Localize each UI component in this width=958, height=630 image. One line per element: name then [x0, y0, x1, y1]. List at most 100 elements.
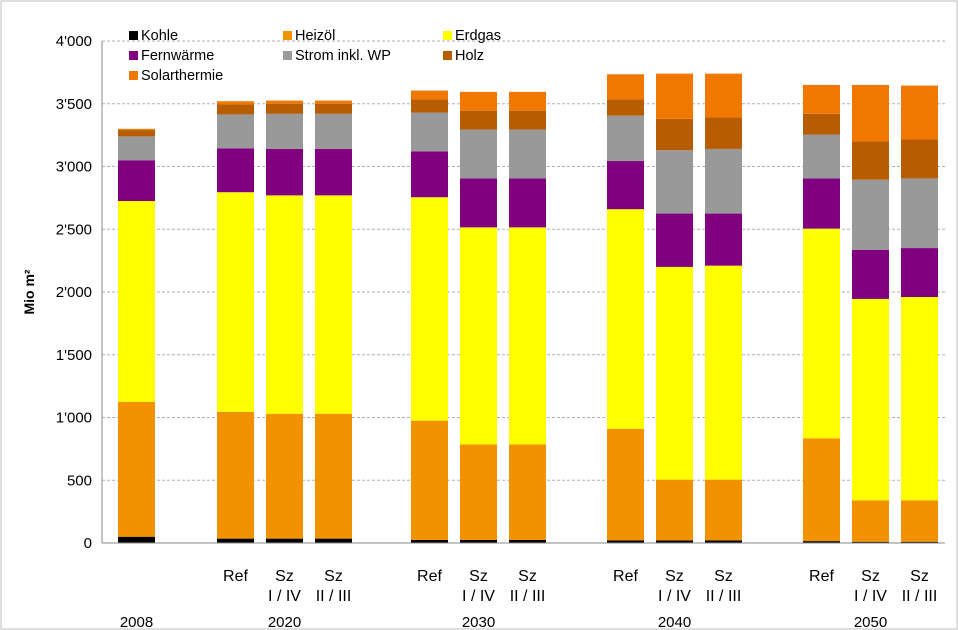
bar-segment-solarthermie-11 [852, 84, 889, 142]
bar-segment-erdgas-5 [460, 227, 497, 445]
bar-segment-holz-11 [852, 141, 889, 180]
bar-segment-heiz-l-9 [705, 479, 742, 541]
bar-segment-erdgas-2 [266, 195, 303, 414]
category-label-8-0: Sz [665, 568, 684, 585]
bar-segment-strom-inkl-wp-10 [803, 134, 840, 179]
bar-segment-fernw-rme-2 [266, 148, 303, 196]
y-tick-label-3: 1'500 [56, 347, 92, 364]
bar-segment-solarthermie-7 [607, 74, 644, 100]
bar-segment-erdgas-10 [803, 228, 840, 439]
bar-segment-kohle-9 [705, 540, 742, 543]
bar-segment-kohle-0 [118, 536, 155, 543]
legend-swatch-0 [129, 31, 138, 40]
category-label-3-0: Sz [324, 568, 343, 585]
bar-segment-heiz-l-4 [411, 420, 448, 540]
legend-label-0: Kohle [141, 28, 178, 44]
bar-segment-fernw-rme-5 [460, 178, 497, 228]
bar-segment-strom-inkl-wp-11 [852, 179, 889, 250]
category-label-6-1: II / III [510, 588, 546, 605]
y-tick-label-6: 3'000 [56, 159, 92, 176]
y-tick-label-8: 4'000 [56, 33, 92, 50]
bar-segment-erdgas-6 [509, 227, 546, 445]
bar-segment-fernw-rme-7 [607, 160, 644, 210]
bar-segment-strom-inkl-wp-6 [509, 129, 546, 179]
bar-segment-solarthermie-5 [460, 91, 497, 111]
bar-segment-solarthermie-6 [509, 91, 546, 111]
bar-segment-kohle-6 [509, 539, 546, 543]
category-label-10-0: Ref [809, 568, 834, 585]
bar-segment-strom-inkl-wp-1 [217, 114, 254, 149]
bar-segment-solarthermie-3 [315, 100, 352, 104]
bar-segment-solarthermie-9 [705, 73, 742, 118]
category-label-9-1: II / III [706, 588, 742, 605]
y-tick-label-2: 1'000 [56, 410, 92, 427]
bar-segment-erdgas-4 [411, 197, 448, 421]
bar-segment-fernw-rme-4 [411, 151, 448, 198]
bar-segment-solarthermie-2 [266, 100, 303, 104]
axes: Mio m² [21, 41, 945, 544]
bar-segment-kohle-12 [901, 541, 938, 543]
bar-segment-strom-inkl-wp-9 [705, 148, 742, 214]
bar-segment-erdgas-12 [901, 297, 938, 501]
category-label-4-0: Ref [417, 568, 442, 585]
bar-segment-solarthermie-1 [217, 101, 254, 105]
category-label-2-0: Sz [275, 568, 294, 585]
category-label-9-0: Sz [714, 568, 733, 585]
y-tick-label-0: 0 [84, 535, 92, 552]
legend-swatch-2 [443, 31, 452, 40]
bar-segment-erdgas-7 [607, 209, 644, 429]
legend-label-3: Fernwärme [141, 48, 214, 64]
bar-segment-solarthermie-10 [803, 84, 840, 114]
legend-swatch-6 [129, 71, 138, 80]
bar-segment-kohle-4 [411, 539, 448, 543]
bar-segment-fernw-rme-8 [656, 213, 693, 267]
legend-swatch-5 [443, 51, 452, 60]
year-label-2050: 2050 [854, 614, 887, 630]
bar-segment-holz-12 [901, 139, 938, 179]
bar-segment-heiz-l-5 [460, 444, 497, 540]
bar-segment-heiz-l-11 [852, 500, 889, 542]
bar-segment-holz-2 [266, 103, 303, 114]
bar-segment-solarthermie-4 [411, 90, 448, 100]
category-label-6-0: Sz [518, 568, 537, 585]
year-label-2040: 2040 [658, 614, 691, 630]
bar-segment-strom-inkl-wp-8 [656, 150, 693, 214]
bar-segment-fernw-rme-11 [852, 249, 889, 299]
bar-segment-holz-9 [705, 117, 742, 149]
legend: Kohle Heizöl Erdgas Fernwärme Strom inkl. WP… [129, 28, 501, 84]
bar-segment-heiz-l-1 [217, 411, 254, 539]
bar-segment-strom-inkl-wp-2 [266, 113, 303, 149]
bar-segment-heiz-l-7 [607, 428, 644, 541]
bar-segment-erdgas-1 [217, 192, 254, 412]
category-label-5-0: Sz [469, 568, 488, 585]
bar-segment-strom-inkl-wp-7 [607, 115, 644, 161]
y-tick-labels: 0 500 1'000 1'500 2'000 2'500 3'000 3'500 4'000 [56, 33, 92, 552]
bar-segment-strom-inkl-wp-0 [118, 136, 155, 161]
bar-segment-kohle-5 [460, 539, 497, 543]
legend-label-1: Heizöl [295, 28, 335, 44]
bar-segment-heiz-l-10 [803, 438, 840, 542]
bar-segment-holz-4 [411, 99, 448, 113]
bar-segment-fernw-rme-10 [803, 178, 840, 229]
category-label-12-1: II / III [902, 588, 938, 605]
year-label-2020: 2020 [268, 614, 301, 630]
legend-swatch-4 [283, 51, 292, 60]
bar-segment-holz-1 [217, 104, 254, 115]
bar-segment-fernw-rme-6 [509, 178, 546, 228]
bar-segment-holz-8 [656, 118, 693, 151]
bar-segment-kohle-1 [217, 538, 254, 543]
bar-segment-erdgas-11 [852, 298, 889, 501]
bar-segment-strom-inkl-wp-4 [411, 112, 448, 152]
category-label-2-1: I / IV [268, 588, 301, 605]
bar-segment-erdgas-9 [705, 265, 742, 480]
bar-segment-holz-3 [315, 103, 352, 114]
bar-segment-solarthermie-8 [656, 73, 693, 119]
legend-swatch-1 [283, 31, 292, 40]
bar-segment-heiz-l-2 [266, 413, 303, 539]
bar-segment-heiz-l-0 [118, 401, 155, 537]
legend-label-2: Erdgas [455, 28, 501, 44]
bar-segment-heiz-l-8 [656, 479, 693, 541]
bar-segment-holz-0 [118, 130, 155, 137]
